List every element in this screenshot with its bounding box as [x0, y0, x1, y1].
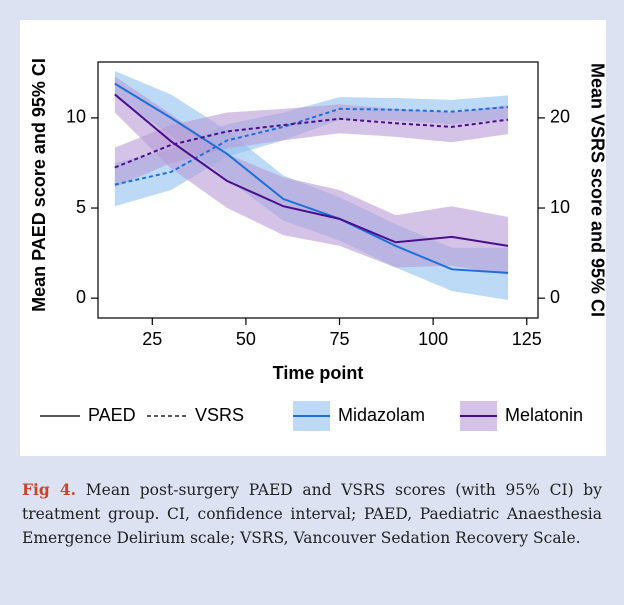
x-axis-label: Time point: [273, 363, 364, 383]
legend-label: Midazolam: [338, 405, 425, 425]
y2-axis-label: Mean VSRS score and 95% CI: [587, 63, 607, 317]
x-tick-label: 50: [236, 329, 256, 349]
plot-frame: [97, 61, 539, 319]
x-tick-label: 25: [142, 329, 162, 349]
x-tick-label: 125: [512, 329, 542, 349]
y-tick-label: 5: [76, 197, 86, 217]
caption-text: Mean post-surgery PAED and VSRS scores (…: [22, 481, 602, 547]
y-tick-label: 0: [76, 287, 86, 307]
legend-label: PAED: [88, 405, 136, 425]
ci-band: [114, 76, 509, 275]
caption: Fig 4. Mean post-surgery PAED and VSRS s…: [22, 478, 602, 550]
chart: Time point Mean PAED score and 95% CI Me…: [29, 58, 607, 431]
caption-label: Fig 4.: [22, 480, 77, 499]
y-axis-label: Mean PAED score and 95% CI: [29, 58, 49, 312]
legend-label: VSRS: [195, 405, 244, 425]
y-tick-label: 10: [66, 107, 86, 127]
x-tick-label: 100: [418, 329, 448, 349]
line: [114, 93, 509, 247]
y2-tick-label: 10: [550, 197, 570, 217]
line: [114, 117, 509, 169]
y2-tick-label: 0: [550, 287, 560, 307]
x-tick-label: 75: [330, 329, 350, 349]
y2-tick-label: 20: [550, 107, 570, 127]
line: [114, 82, 509, 274]
legend-label: Melatonin: [505, 405, 583, 425]
